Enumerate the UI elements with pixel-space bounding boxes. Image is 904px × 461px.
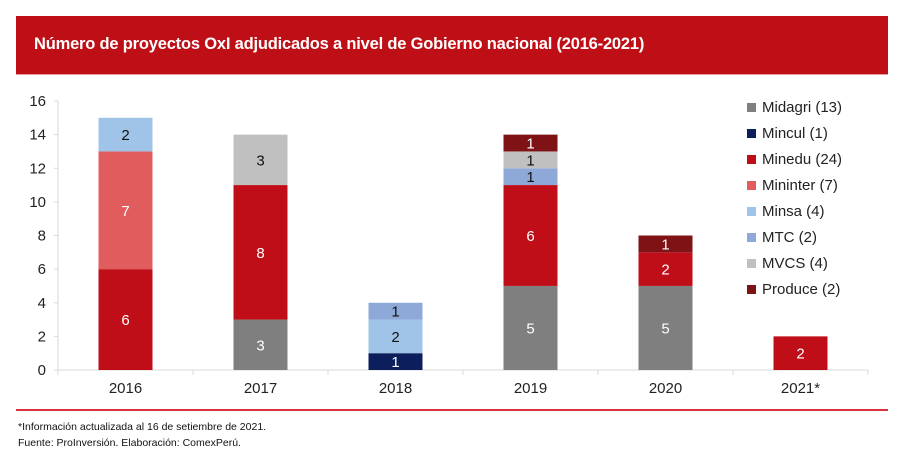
bar-segment-label: 7 [121, 203, 129, 220]
bar-segment-label: 2 [391, 329, 399, 346]
legend-label: MTC (2) [762, 229, 817, 246]
bar-segment-label: 1 [526, 136, 534, 153]
bar-segment-label: 1 [526, 152, 534, 169]
bar-segment-label: 2 [796, 346, 804, 363]
legend-label: Minedu (24) [762, 151, 842, 168]
footer-divider [16, 409, 888, 411]
x-tick-label: 2017 [244, 380, 277, 397]
y-tick-label: 12 [29, 160, 46, 177]
bar-segment-label: 1 [661, 236, 669, 253]
legend-swatch [747, 233, 756, 242]
bar-segment-label: 1 [391, 354, 399, 371]
bar-segment [98, 151, 153, 270]
y-tick-label: 8 [38, 228, 46, 245]
bar-segment [368, 353, 423, 370]
x-tick-label: 2016 [109, 380, 142, 397]
legend-swatch [747, 129, 756, 138]
bar-segment [368, 302, 423, 320]
legend-label: MVCS (4) [762, 255, 828, 272]
bar-segment [98, 269, 153, 370]
bar-segment-label: 2 [661, 262, 669, 279]
chart-title: Número de proyectos OxI adjudicados a ni… [34, 35, 645, 53]
y-tick-label: 6 [38, 261, 46, 278]
legend-swatch [747, 207, 756, 216]
bar-segment [98, 117, 153, 152]
y-tick-label: 16 [29, 93, 46, 110]
bar-segment-label: 6 [121, 312, 129, 329]
bar-segment-label: 6 [526, 228, 534, 245]
legend-swatch [747, 155, 756, 164]
bar-segment [503, 151, 558, 169]
legend-swatch [747, 181, 756, 190]
bar-segment [638, 252, 693, 286]
y-tick-label: 14 [29, 127, 46, 144]
bar-segment [773, 336, 828, 370]
legend-label: Minsa (4) [762, 203, 825, 220]
bar-segment [233, 319, 288, 370]
bar-segment [233, 134, 288, 186]
y-tick-label: 10 [29, 194, 46, 211]
bar-segment-label: 2 [121, 127, 129, 144]
bar-segment [503, 285, 558, 370]
bar-segment-label: 3 [256, 152, 264, 169]
bar-segment-label: 1 [391, 304, 399, 321]
bar-segment-label: 8 [256, 245, 264, 262]
bar-segment [503, 168, 558, 186]
legend-swatch [747, 103, 756, 112]
bar-segment-label: 5 [661, 320, 669, 337]
title-bar: Número de proyectos OxI adjudicados a ni… [16, 16, 888, 75]
source-note: Fuente: ProInversión. Elaboración: Comex… [18, 437, 241, 449]
footnote: *Información actualizada al 16 de setiem… [18, 421, 267, 433]
x-tick-label: 2021* [781, 380, 820, 397]
legend-swatch [747, 259, 756, 268]
x-tick-label: 2020 [649, 380, 682, 397]
legend-label: Mininter (7) [762, 177, 838, 194]
legend-label: Produce (2) [762, 281, 840, 298]
legend-swatch [747, 285, 756, 294]
bar-segment [638, 235, 693, 253]
x-tick-label: 2018 [379, 380, 412, 397]
legend-label: Midagri (13) [762, 99, 842, 116]
bar-segment [233, 185, 288, 320]
bar-segment-label: 3 [256, 337, 264, 354]
y-tick-label: 2 [38, 328, 46, 345]
legend-label: Mincul (1) [762, 125, 828, 142]
bar-segment [503, 185, 558, 286]
bar-segment [368, 319, 423, 354]
x-tick-label: 2019 [514, 380, 547, 397]
bar-segment-label: 1 [526, 169, 534, 186]
bar-segment [503, 134, 558, 152]
bar-segment-label: 5 [526, 320, 534, 337]
y-tick-label: 0 [38, 362, 46, 379]
y-tick-label: 4 [38, 295, 46, 312]
bar-segment [638, 285, 693, 370]
